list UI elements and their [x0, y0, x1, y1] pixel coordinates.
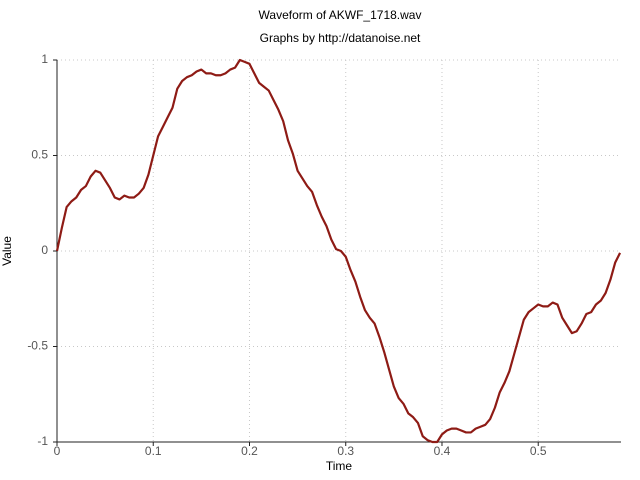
- chart-subtitle: Graphs by http://datanoise.net: [260, 31, 421, 45]
- y-axis-label: Value: [0, 236, 14, 266]
- y-tick-label: 0.5: [31, 148, 48, 162]
- chart-title: Waveform of AKWF_1718.wav: [259, 8, 422, 22]
- x-tick-label: 0.4: [434, 444, 451, 458]
- line-series: [55, 58, 622, 444]
- y-tick-label: -0.5: [27, 339, 48, 353]
- y-tick-label: -1: [37, 434, 48, 448]
- x-tick-label: 0: [54, 444, 61, 458]
- x-tick-label: 0.5: [530, 444, 547, 458]
- y-tick-label: 0: [41, 243, 48, 257]
- x-axis-label: Time: [326, 459, 353, 473]
- x-tick-label: 0.1: [145, 444, 162, 458]
- x-tick-label: 0.3: [337, 444, 354, 458]
- y-tick-label: 1: [41, 52, 48, 66]
- x-tick-label: 0.2: [241, 444, 258, 458]
